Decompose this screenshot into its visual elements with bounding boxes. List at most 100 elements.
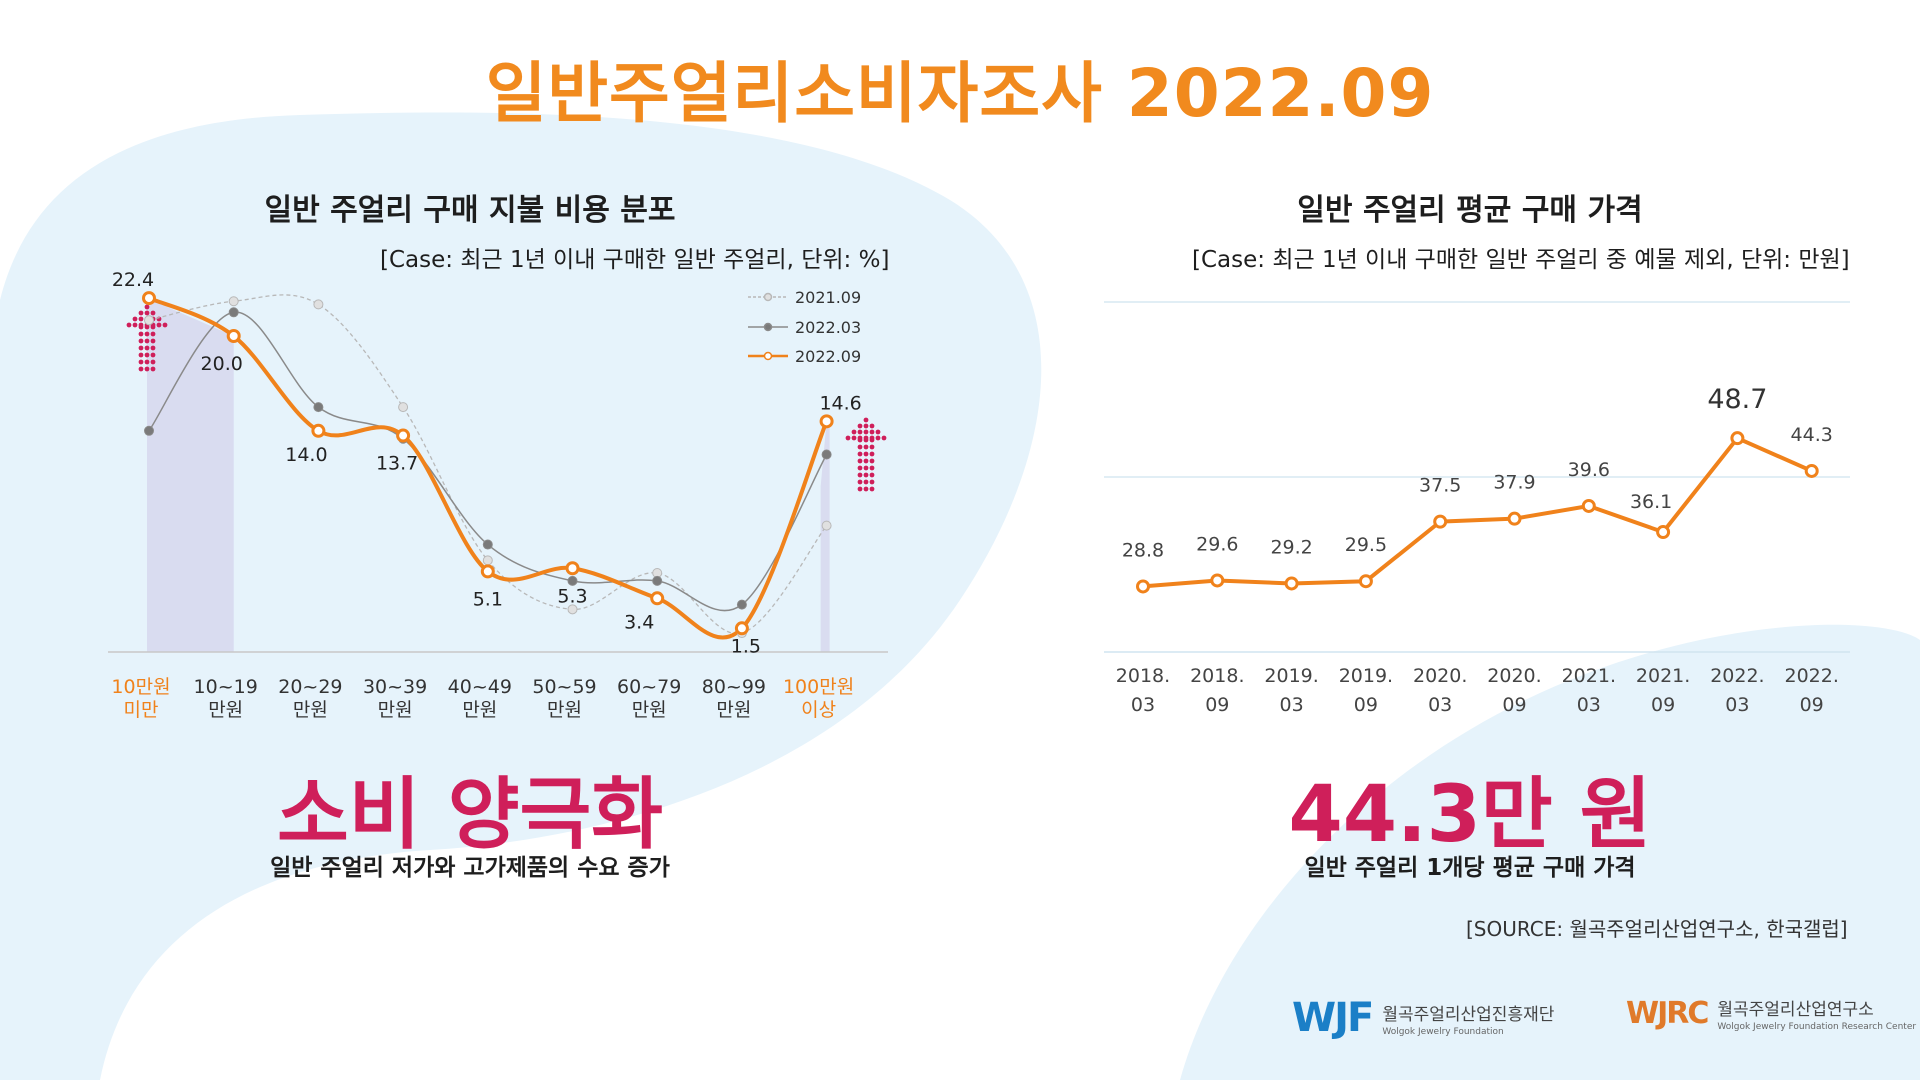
right-data-label: 37.5 <box>1419 475 1461 497</box>
avg-price-point <box>1210 573 1225 588</box>
right-data-label: 29.6 <box>1196 533 1238 555</box>
left-data-label: 3.4 <box>624 611 654 633</box>
left-data-label: 14.6 <box>819 392 861 414</box>
wjrc-logo-name: 월곡주얼리산업연구소 <box>1717 1000 1874 1020</box>
series-2022-09-point <box>734 621 749 636</box>
left-x-tick-label: 40~49 <box>448 676 512 698</box>
left-chart-subtitle: [Case: 최근 1년 이내 구매한 일반 주얼리, 단위: %] <box>380 247 890 273</box>
legend-label: 2022.03 <box>795 318 861 337</box>
wjf-logo-name: 월곡주얼리산업진흥재단 <box>1382 1004 1555 1025</box>
avg-price-line <box>1142 436 1813 589</box>
series-2022-09-point <box>819 414 834 429</box>
left-x-tick-label: 만원 <box>208 699 243 721</box>
avg-price-point <box>1656 525 1671 540</box>
legend-label: 2021.09 <box>795 288 861 307</box>
series-2021-09-point <box>313 299 324 310</box>
left-x-tick-label: 100만원 <box>783 676 854 698</box>
right-caption: 일반 주얼리 1개당 평균 구매 가격 <box>1304 855 1636 881</box>
right-x-tick-label: 2021. <box>1562 665 1616 687</box>
right-x-tick-label: 2020. <box>1487 665 1541 687</box>
right-x-tick-label: 09 <box>1502 694 1526 716</box>
right-x-tick-label: 03 <box>1280 694 1304 716</box>
left-headline: 소비 양극화 <box>277 770 663 860</box>
left-data-label: 1.5 <box>731 635 761 657</box>
legend-label: 2022.09 <box>795 347 861 366</box>
avg-price-point <box>1804 463 1819 478</box>
band-over-100 <box>820 421 830 652</box>
right-chart-subtitle: [Case: 최근 1년 이내 구매한 일반 주얼리 중 예물 제외, 단위: … <box>1192 247 1850 273</box>
avg-price-point <box>1358 574 1373 589</box>
series-2022-09-point <box>396 428 411 443</box>
avg-price-point <box>1284 576 1299 591</box>
avg-price-point <box>1433 514 1448 529</box>
series-2022-09-point <box>480 564 495 579</box>
right-x-tick-label: 03 <box>1428 694 1452 716</box>
wjf-logo-sub: Wolgok Jewelry Foundation <box>1382 1026 1504 1037</box>
wjf-logo: WJF 월곡주얼리산업진흥재단 Wolgok Jewelry Foundatio… <box>1292 995 1554 1041</box>
right-x-tick-label: 2019. <box>1339 665 1393 687</box>
right-data-label: 48.7 <box>1707 384 1767 415</box>
wjrc-logo-mark: WJRC <box>1626 996 1709 1031</box>
right-x-tick-label: 03 <box>1131 694 1155 716</box>
legend-item: 2021.09 <box>748 288 861 307</box>
right-data-label: 29.5 <box>1345 534 1387 556</box>
right-data-label: 29.2 <box>1270 536 1312 558</box>
right-chart-title: 일반 주얼리 평균 구매 가격 <box>1297 193 1643 228</box>
left-x-tick-label: 만원 <box>716 699 751 721</box>
left-x-tick-label: 20~29 <box>278 676 342 698</box>
legend-item: 2022.09 <box>748 347 861 366</box>
left-data-label: 20.0 <box>201 353 243 375</box>
right-x-tick-label: 09 <box>1651 694 1675 716</box>
series-2022-03-point <box>228 307 239 318</box>
left-x-tick-label: 30~39 <box>363 676 427 698</box>
left-x-tick-label: 10~19 <box>194 676 258 698</box>
legend-item: 2022.03 <box>748 318 861 337</box>
series-2022-09-point <box>311 423 326 438</box>
right-x-tick-label: 2018. <box>1116 665 1170 687</box>
left-x-tick-label: 이상 <box>801 699 836 721</box>
right-x-tick-label: 03 <box>1725 694 1749 716</box>
avg-price-point <box>1730 431 1745 446</box>
avg-price-point <box>1581 498 1596 513</box>
series-2022-09-point <box>565 561 580 576</box>
series-2022-09-point <box>142 291 156 306</box>
series-2021-09-point <box>398 402 409 413</box>
left-x-tick-label: 만원 <box>378 699 413 721</box>
series-2022-03-point <box>144 425 154 436</box>
left-data-label: 13.7 <box>376 453 418 475</box>
left-data-label: 14.0 <box>285 444 327 466</box>
avg-price-point <box>1507 511 1522 526</box>
left-x-tick-label: 10만원 <box>111 676 170 698</box>
left-x-tick-label: 60~79 <box>617 676 681 698</box>
right-x-tick-label: 2018. <box>1190 665 1244 687</box>
series-2022-03-point <box>567 575 578 586</box>
left-x-tick-label: 만원 <box>293 699 328 721</box>
up-arrow-low-price <box>126 304 168 372</box>
left-data-label: 5.3 <box>557 585 587 607</box>
series-2022-03-line <box>148 311 828 612</box>
page-title: 일반주얼리소비자조사 2022.09 <box>485 55 1435 132</box>
left-data-label: 5.1 <box>473 588 503 610</box>
series-2022-09-point <box>650 591 665 606</box>
wjrc-logo-sub: Wolgok Jewelry Foundation Research Cente… <box>1717 1022 1917 1032</box>
left-x-tick-label: 만원 <box>547 699 582 721</box>
source-note: [SOURCE: 월곡주얼리산업연구소, 한국갤럽] <box>1466 917 1848 941</box>
right-data-label: 28.8 <box>1122 539 1164 561</box>
right-data-label: 44.3 <box>1791 424 1833 446</box>
series-2022-03-point <box>821 449 832 460</box>
series-2021-09-point <box>821 520 832 531</box>
right-x-tick-label: 2022. <box>1784 665 1838 687</box>
left-x-tick-label: 미만 <box>124 699 159 721</box>
left-x-tick-label: 만원 <box>462 699 497 721</box>
wjrc-logo: WJRC 월곡주얼리산업연구소 Wolgok Jewelry Foundatio… <box>1626 995 1916 1032</box>
series-2021-09-point <box>228 296 239 307</box>
left-x-tick-label: 80~99 <box>702 676 766 698</box>
left-data-label: 22.4 <box>112 269 154 291</box>
band-under-10 <box>147 298 234 652</box>
right-x-tick-label: 2019. <box>1264 665 1318 687</box>
left-x-tick-label: 만원 <box>632 699 667 721</box>
series-2022-03-point <box>482 539 493 550</box>
